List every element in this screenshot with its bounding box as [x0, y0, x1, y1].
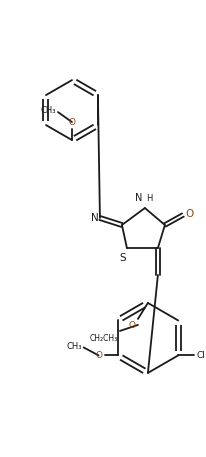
Text: CH₂CH₃: CH₂CH₃: [89, 334, 117, 343]
Text: N: N: [134, 193, 141, 203]
Text: N: N: [91, 213, 98, 223]
Text: H: H: [145, 194, 152, 203]
Text: O: O: [128, 321, 135, 330]
Text: O: O: [184, 209, 192, 219]
Text: Cl: Cl: [195, 351, 204, 360]
Text: CH₃: CH₃: [40, 106, 56, 115]
Text: O: O: [68, 118, 75, 127]
Text: O: O: [95, 351, 102, 360]
Text: CH₃: CH₃: [66, 342, 81, 351]
Text: S: S: [119, 253, 126, 263]
